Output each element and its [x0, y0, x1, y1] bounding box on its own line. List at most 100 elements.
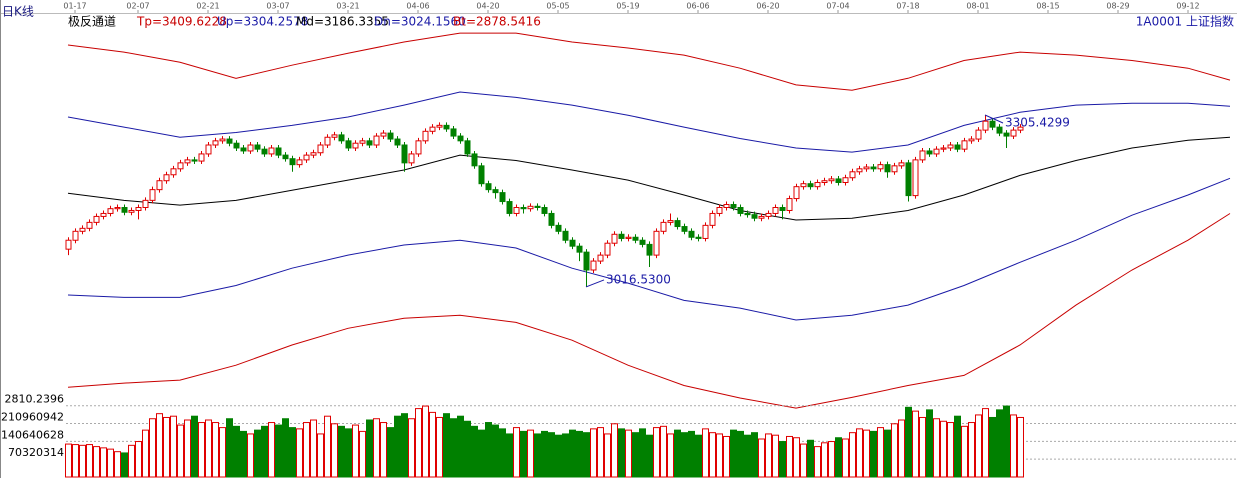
volume-bar [695, 434, 702, 478]
candle-body [79, 227, 86, 232]
candle-body [233, 142, 240, 149]
volume-bar [429, 411, 436, 478]
candle-body [912, 159, 919, 197]
candle-body [576, 245, 583, 253]
candle-body [926, 150, 933, 155]
x-tick-label: 08-29 [1106, 2, 1129, 11]
volume-bar [646, 434, 653, 478]
annotation: 3305.4299 [1005, 115, 1070, 129]
y-tick-label: 70320314 [8, 446, 64, 459]
candle-body [849, 171, 856, 179]
legend-entry: Tp=3409.6228 [136, 15, 227, 29]
y-tick-label: 140640628 [1, 428, 64, 441]
candle-body [1017, 126, 1024, 131]
candle-body [247, 144, 254, 152]
candle-body [709, 212, 716, 226]
volume-bar [310, 419, 317, 478]
candle-body [366, 140, 373, 146]
volume-bar [261, 425, 268, 478]
annotation-pointer [585, 279, 605, 288]
volume-bar [149, 418, 156, 478]
candle-body [653, 230, 660, 256]
volume-bar [191, 415, 198, 478]
volume-bar [408, 418, 415, 478]
x-tick-label: 08-15 [1036, 2, 1059, 11]
volume-bar [597, 427, 604, 478]
candle-body [359, 140, 366, 144]
volume-bar [107, 448, 114, 478]
volume-bar [870, 430, 877, 478]
candle-body [660, 221, 667, 232]
candle-body [394, 138, 401, 146]
candle-body [919, 150, 926, 161]
volume-bar [667, 433, 674, 478]
volume-bar [1017, 416, 1024, 478]
candle-body [345, 140, 352, 149]
candle-body [681, 226, 688, 232]
volume-bar [555, 434, 562, 478]
volume-bar [72, 444, 79, 478]
volume-bar [219, 427, 226, 478]
volume-bar [324, 415, 331, 478]
candle-body [562, 230, 569, 241]
volume-bar [982, 408, 989, 478]
volume-bar [520, 430, 527, 478]
volume-bar [128, 444, 135, 478]
candle-body [730, 204, 737, 208]
candle-body [583, 251, 590, 271]
x-tick-label: 04-20 [476, 2, 499, 11]
volume-bar [758, 438, 765, 478]
volume-bar [863, 429, 870, 478]
volume-bar [100, 447, 107, 478]
candle-body [422, 130, 429, 142]
volume-bar [590, 428, 597, 478]
volume-bar [723, 435, 730, 478]
x-tick-label: 02-21 [196, 2, 219, 11]
volume-bar [142, 429, 149, 478]
candle-body [863, 166, 870, 170]
candle-body [954, 144, 961, 150]
candle-body [184, 159, 191, 164]
chart-title: 极反通道 [68, 15, 116, 29]
volume-bar [653, 427, 660, 478]
candle-body [457, 135, 464, 142]
candle-body [842, 177, 849, 184]
volume-bar [674, 429, 681, 478]
volume-bar [534, 433, 541, 478]
candle-body [149, 189, 156, 201]
volume-bar [562, 433, 569, 478]
candle-body [492, 189, 499, 194]
volume-bar [317, 433, 324, 478]
x-tick-label: 05-05 [546, 2, 569, 11]
candle-body [891, 165, 898, 173]
annotation-pointer [984, 114, 1004, 124]
candle-body [814, 182, 821, 188]
candle-body [702, 224, 709, 239]
candle-body [667, 220, 674, 223]
volume-bar [856, 428, 863, 478]
candle-body [499, 192, 506, 203]
volume-bar [366, 419, 373, 478]
x-tick-label: 07-18 [896, 2, 919, 11]
volume-bar [170, 415, 177, 478]
volume-bar [975, 414, 982, 478]
candle-body [415, 140, 422, 155]
volume-bar [527, 429, 534, 478]
volume-bar [247, 433, 254, 478]
candle-body [534, 205, 541, 209]
candle-body [520, 207, 527, 210]
volume-bar [415, 408, 422, 478]
volume-bar [772, 434, 779, 478]
volume-bar [121, 452, 128, 478]
candle-body [639, 239, 646, 245]
candle-body [996, 126, 1003, 134]
volume-bar [233, 425, 240, 478]
candle-body [226, 138, 233, 144]
candle-body [772, 207, 779, 214]
volume-bar [632, 432, 639, 478]
candle-body [128, 209, 135, 213]
volume-bar [1003, 405, 1010, 478]
candle-body [170, 168, 177, 176]
x-tick-label: 05-19 [616, 2, 639, 11]
